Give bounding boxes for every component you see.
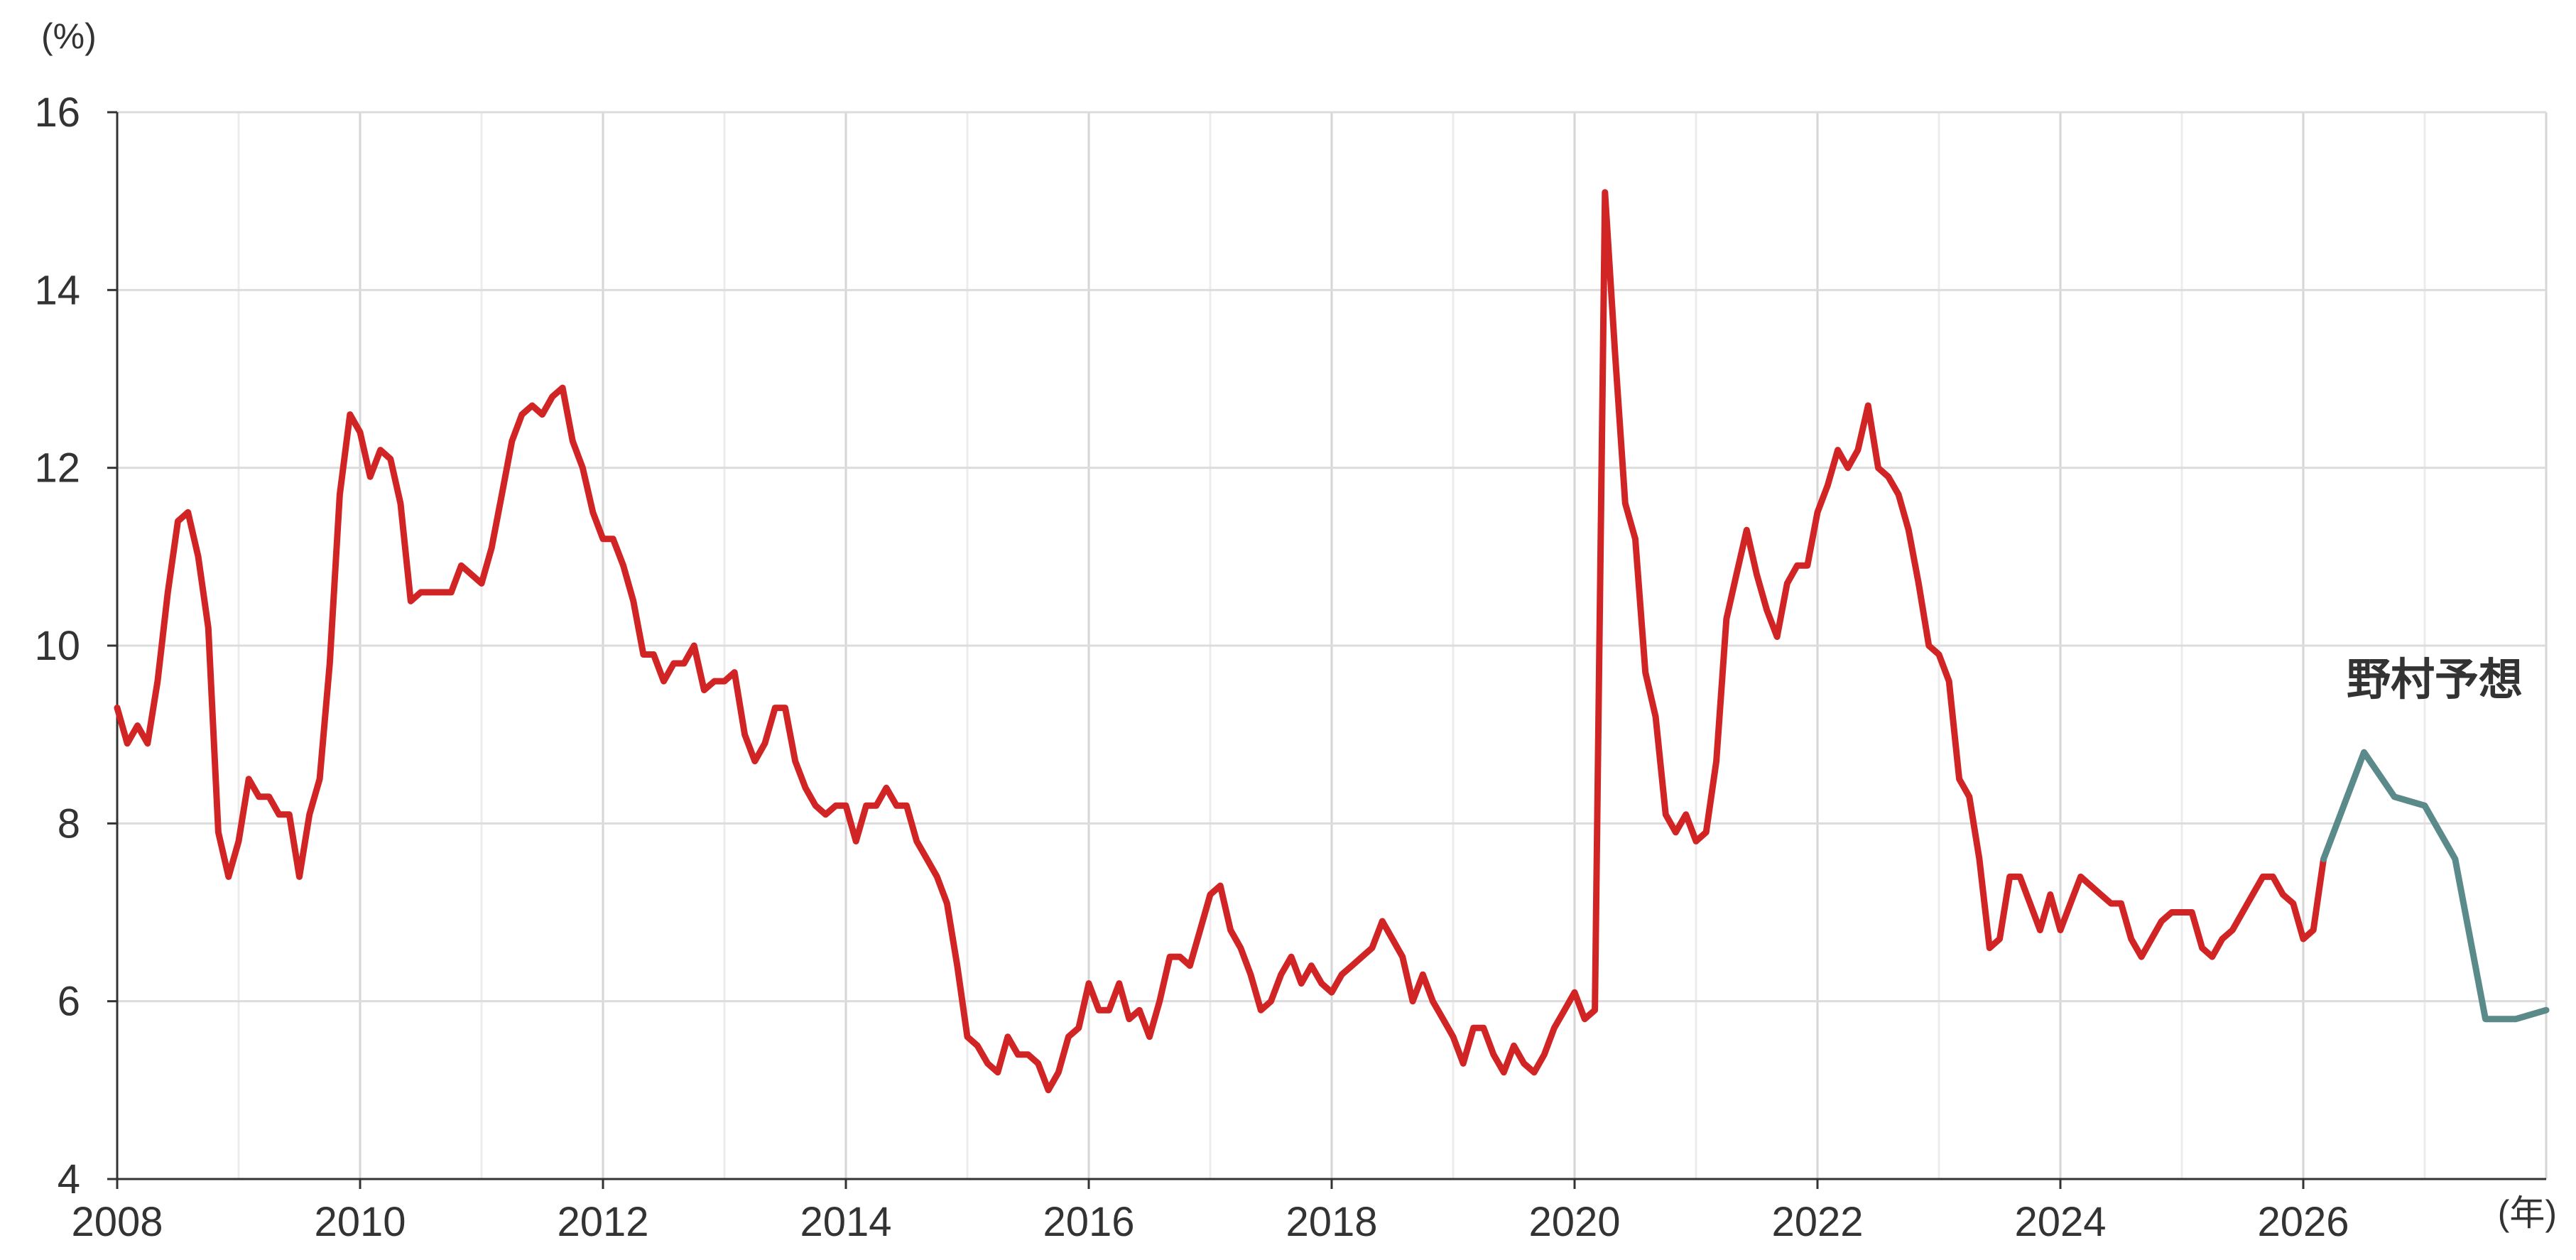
y-tick-label: 4 — [58, 1156, 80, 1202]
x-tick-label: 2026 — [2257, 1199, 2349, 1245]
x-tick-label: 2014 — [800, 1199, 891, 1245]
y-tick-label: 14 — [34, 267, 80, 313]
x-tick-label: 2018 — [1286, 1199, 1377, 1245]
x-tick-label: 2016 — [1043, 1199, 1134, 1245]
x-tick-label: 2008 — [71, 1199, 163, 1245]
x-tick-labels: 2008 2010 2012 2014 2016 2018 2020 2022 2024 2026 — [71, 1179, 2349, 1245]
x-tick-label: 2010 — [314, 1199, 406, 1245]
y-tick-labels: 4 6 8 10 12 14 16 — [34, 89, 117, 1202]
series-line-forecast — [2320, 749, 2550, 1023]
x-tick-label: 2024 — [2014, 1199, 2106, 1245]
y-tick-label: 8 — [58, 800, 80, 847]
y-tick-label: 16 — [34, 89, 80, 136]
x-tick-label: 2020 — [1528, 1199, 1620, 1245]
series-line-actual — [114, 189, 2327, 1094]
y-axis-unit-label: (%) — [41, 16, 97, 56]
x-tick-label: 2022 — [1771, 1199, 1863, 1245]
y-tick-label: 12 — [34, 445, 80, 491]
x-axis-unit-label: (年) — [2498, 1193, 2557, 1233]
horizontal-gridlines — [117, 111, 2546, 1003]
forecast-annotation: 野村予想 — [2347, 656, 2523, 705]
y-tick-label: 10 — [34, 623, 80, 669]
y-tick-label: 6 — [58, 979, 80, 1025]
x-tick-label: 2012 — [557, 1199, 648, 1245]
